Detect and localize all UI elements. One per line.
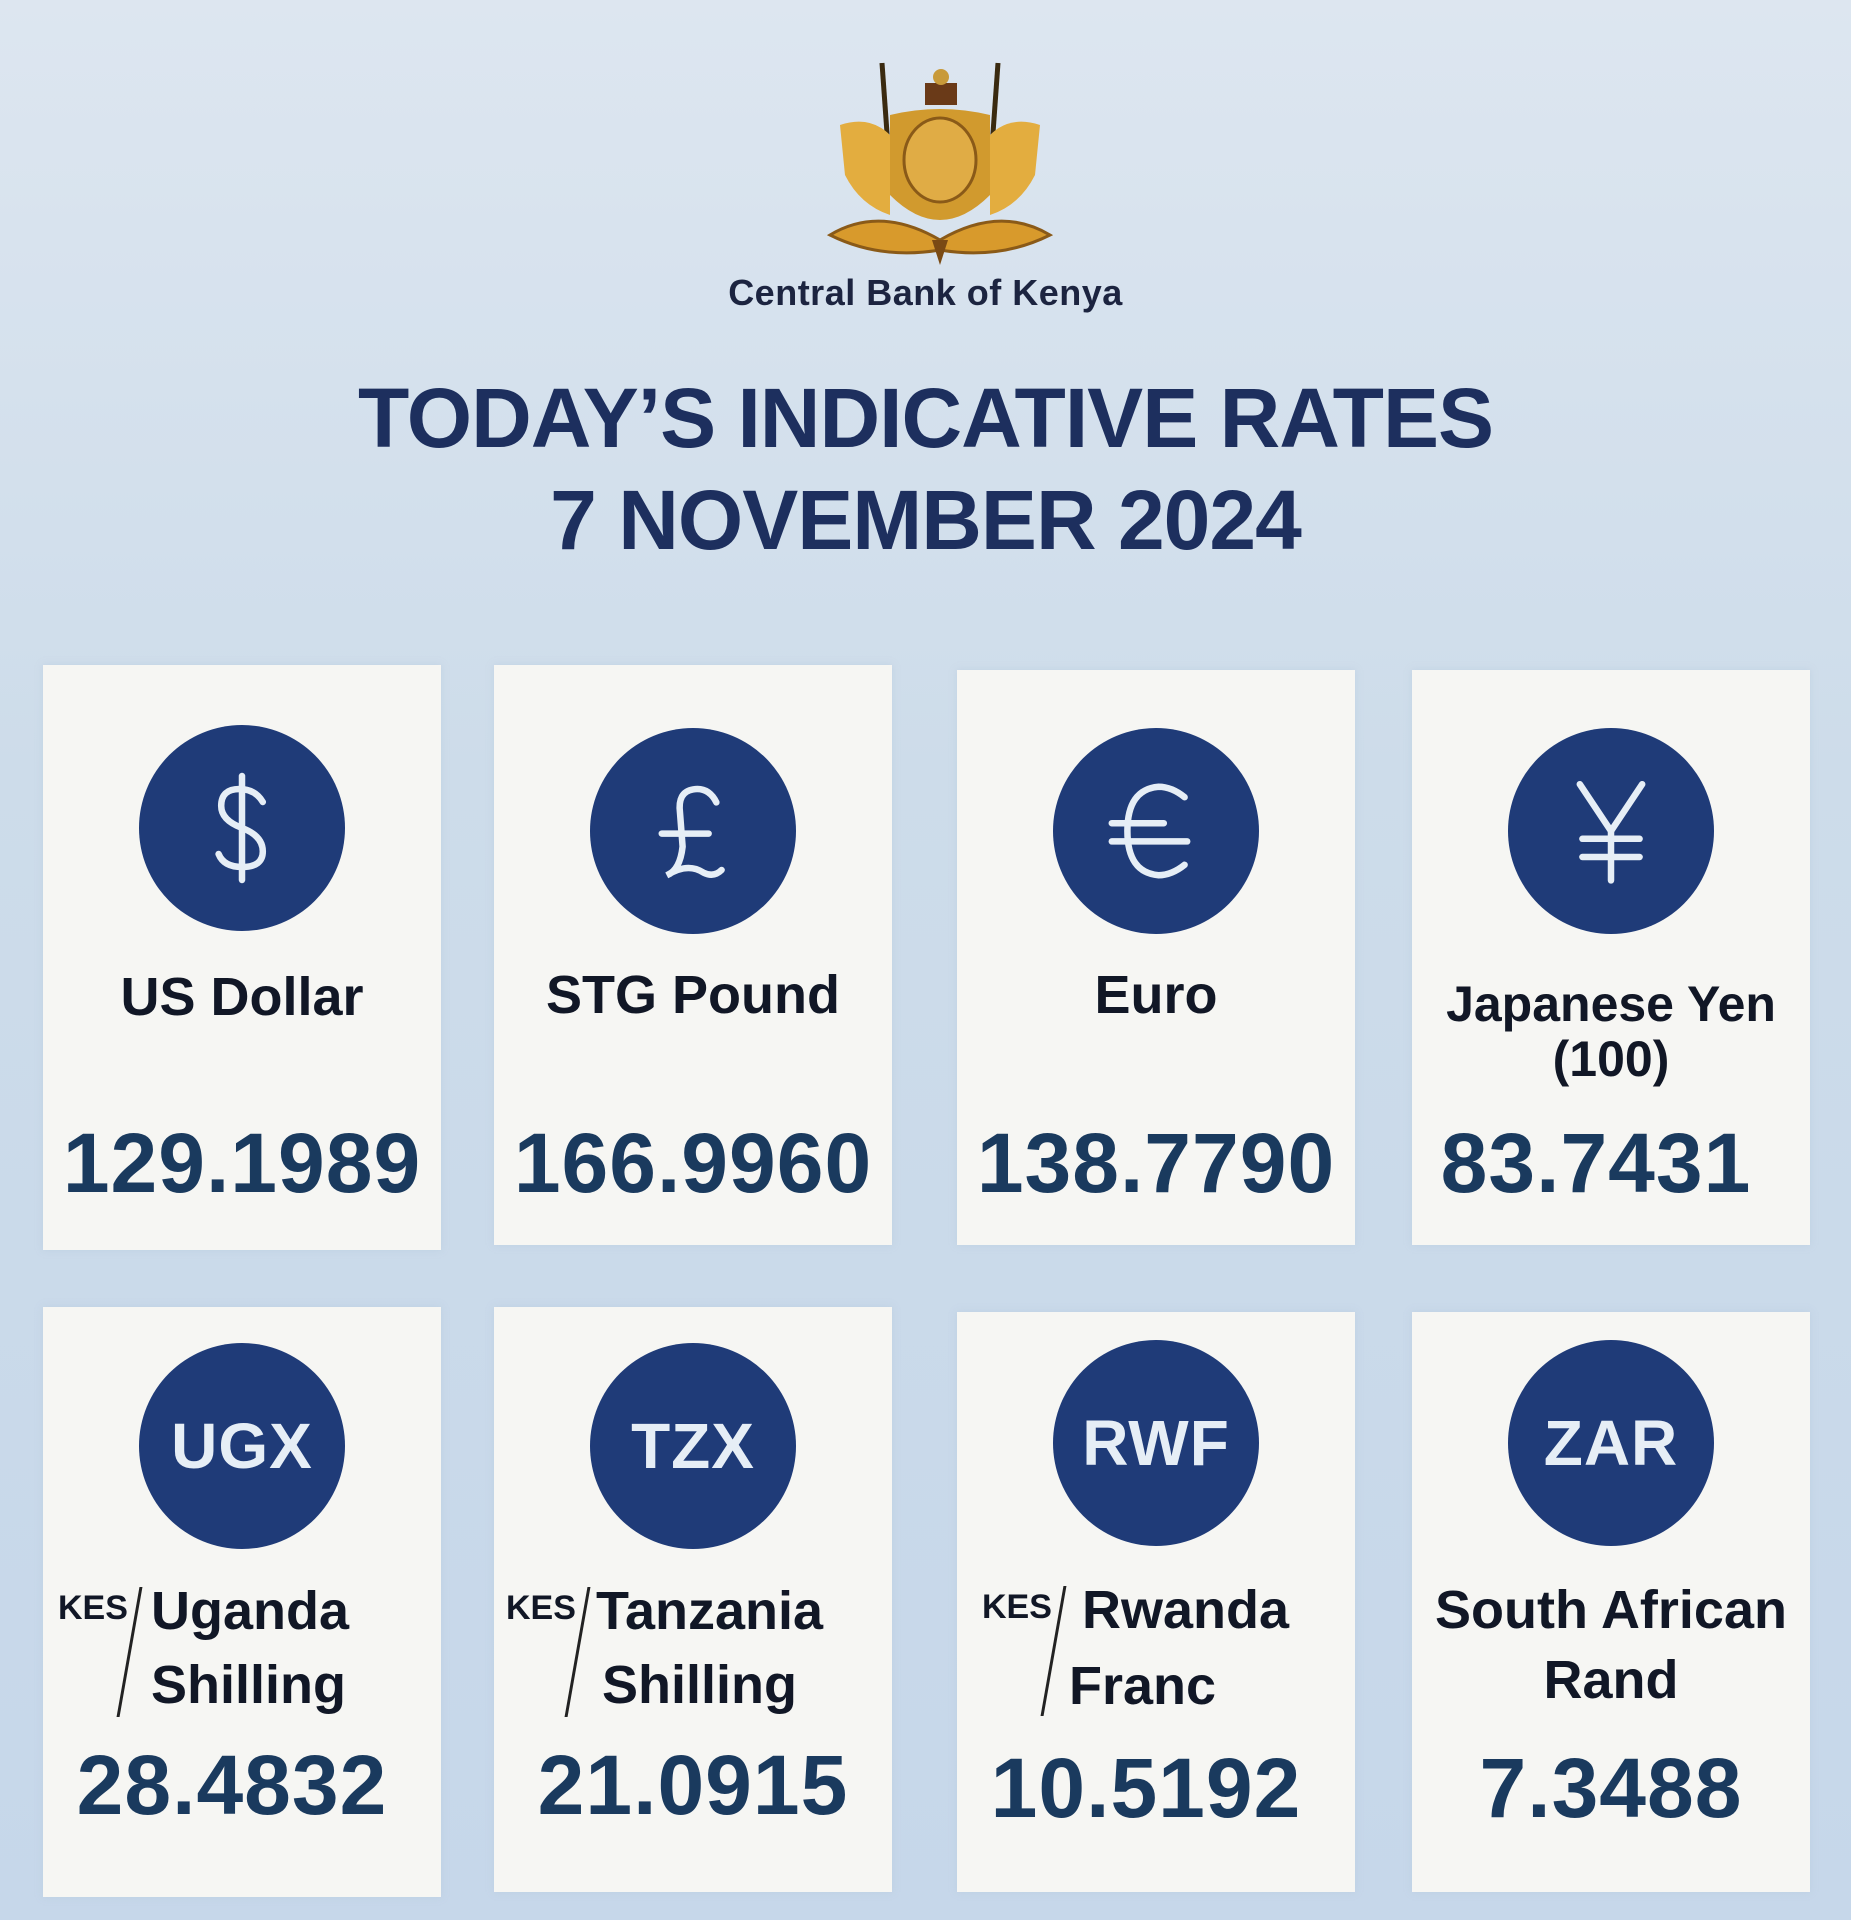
yen-icon <box>1508 728 1714 934</box>
currency-name: Uganda <box>151 1581 350 1641</box>
currency-name-2: Shilling <box>602 1655 797 1715</box>
rate-value: 10.5192 <box>990 1741 1302 1835</box>
kes-prefix: KES <box>982 1588 1052 1626</box>
coat-of-arms-icon <box>826 62 1054 265</box>
rate-card-usd: US Dollar 129.1989 <box>43 665 441 1250</box>
currency-name-2: Shilling <box>151 1655 346 1715</box>
rate-value: 21.0915 <box>537 1738 849 1832</box>
dollar-icon <box>139 725 345 931</box>
currency-unit: (100) <box>1552 1031 1670 1087</box>
euro-icon <box>1053 728 1259 934</box>
kes-prefix: KES <box>58 1589 128 1627</box>
ugx-badge: UGX <box>139 1343 345 1549</box>
currency-name-2: Franc <box>1069 1656 1217 1716</box>
rate-value: 138.7790 <box>976 1116 1336 1210</box>
rate-card-tzx: TZX KES Tanzania Shilling 21.0915 <box>494 1307 892 1892</box>
currency-name-2: Rand <box>1543 1650 1679 1710</box>
currency-name: STG Pound <box>546 965 840 1025</box>
rate-value: 166.9960 <box>513 1116 873 1210</box>
currency-name: Tanzania <box>596 1581 824 1641</box>
rate-card-zar: ZAR South African Rand 7.3488 <box>1412 1312 1810 1892</box>
rate-card-ugx: UGX KES Uganda Shilling 28.4832 <box>43 1307 441 1897</box>
currency-code: ZAR <box>1543 1407 1679 1479</box>
currency-code: UGX <box>171 1410 313 1482</box>
rate-card-gbp: STG Pound 166.9960 <box>494 665 892 1245</box>
tzx-badge: TZX <box>590 1343 796 1549</box>
zar-badge: ZAR <box>1508 1340 1714 1546</box>
currency-name: Euro <box>1094 965 1218 1025</box>
kes-prefix: KES <box>506 1589 576 1627</box>
rates-date: 7 NOVEMBER 2024 <box>550 473 1302 567</box>
rwf-badge: RWF <box>1053 1340 1259 1546</box>
bank-name: Central Bank of Kenya <box>728 272 1123 313</box>
currency-code: TZX <box>631 1410 755 1482</box>
currency-name: Rwanda <box>1082 1580 1290 1640</box>
rate-value: 7.3488 <box>1479 1741 1743 1835</box>
page-title: TODAY’S INDICATIVE RATES <box>357 371 1494 465</box>
currency-code: RWF <box>1082 1407 1230 1479</box>
currency-name: South African <box>1434 1580 1787 1640</box>
rate-value: 28.4832 <box>76 1738 388 1832</box>
rate-card-jpy: Japanese Yen (100) 83.7431 <box>1412 670 1810 1245</box>
pound-icon <box>590 728 796 934</box>
rate-card-eur: Euro 138.7790 <box>957 670 1355 1245</box>
rate-value: 129.1989 <box>62 1116 422 1210</box>
currency-name: US Dollar <box>120 967 364 1027</box>
rate-card-rwf: RWF KES Rwanda Franc 10.5192 <box>957 1312 1355 1892</box>
rate-value: 83.7431 <box>1440 1116 1752 1210</box>
currency-name: Japanese Yen <box>1446 976 1776 1032</box>
